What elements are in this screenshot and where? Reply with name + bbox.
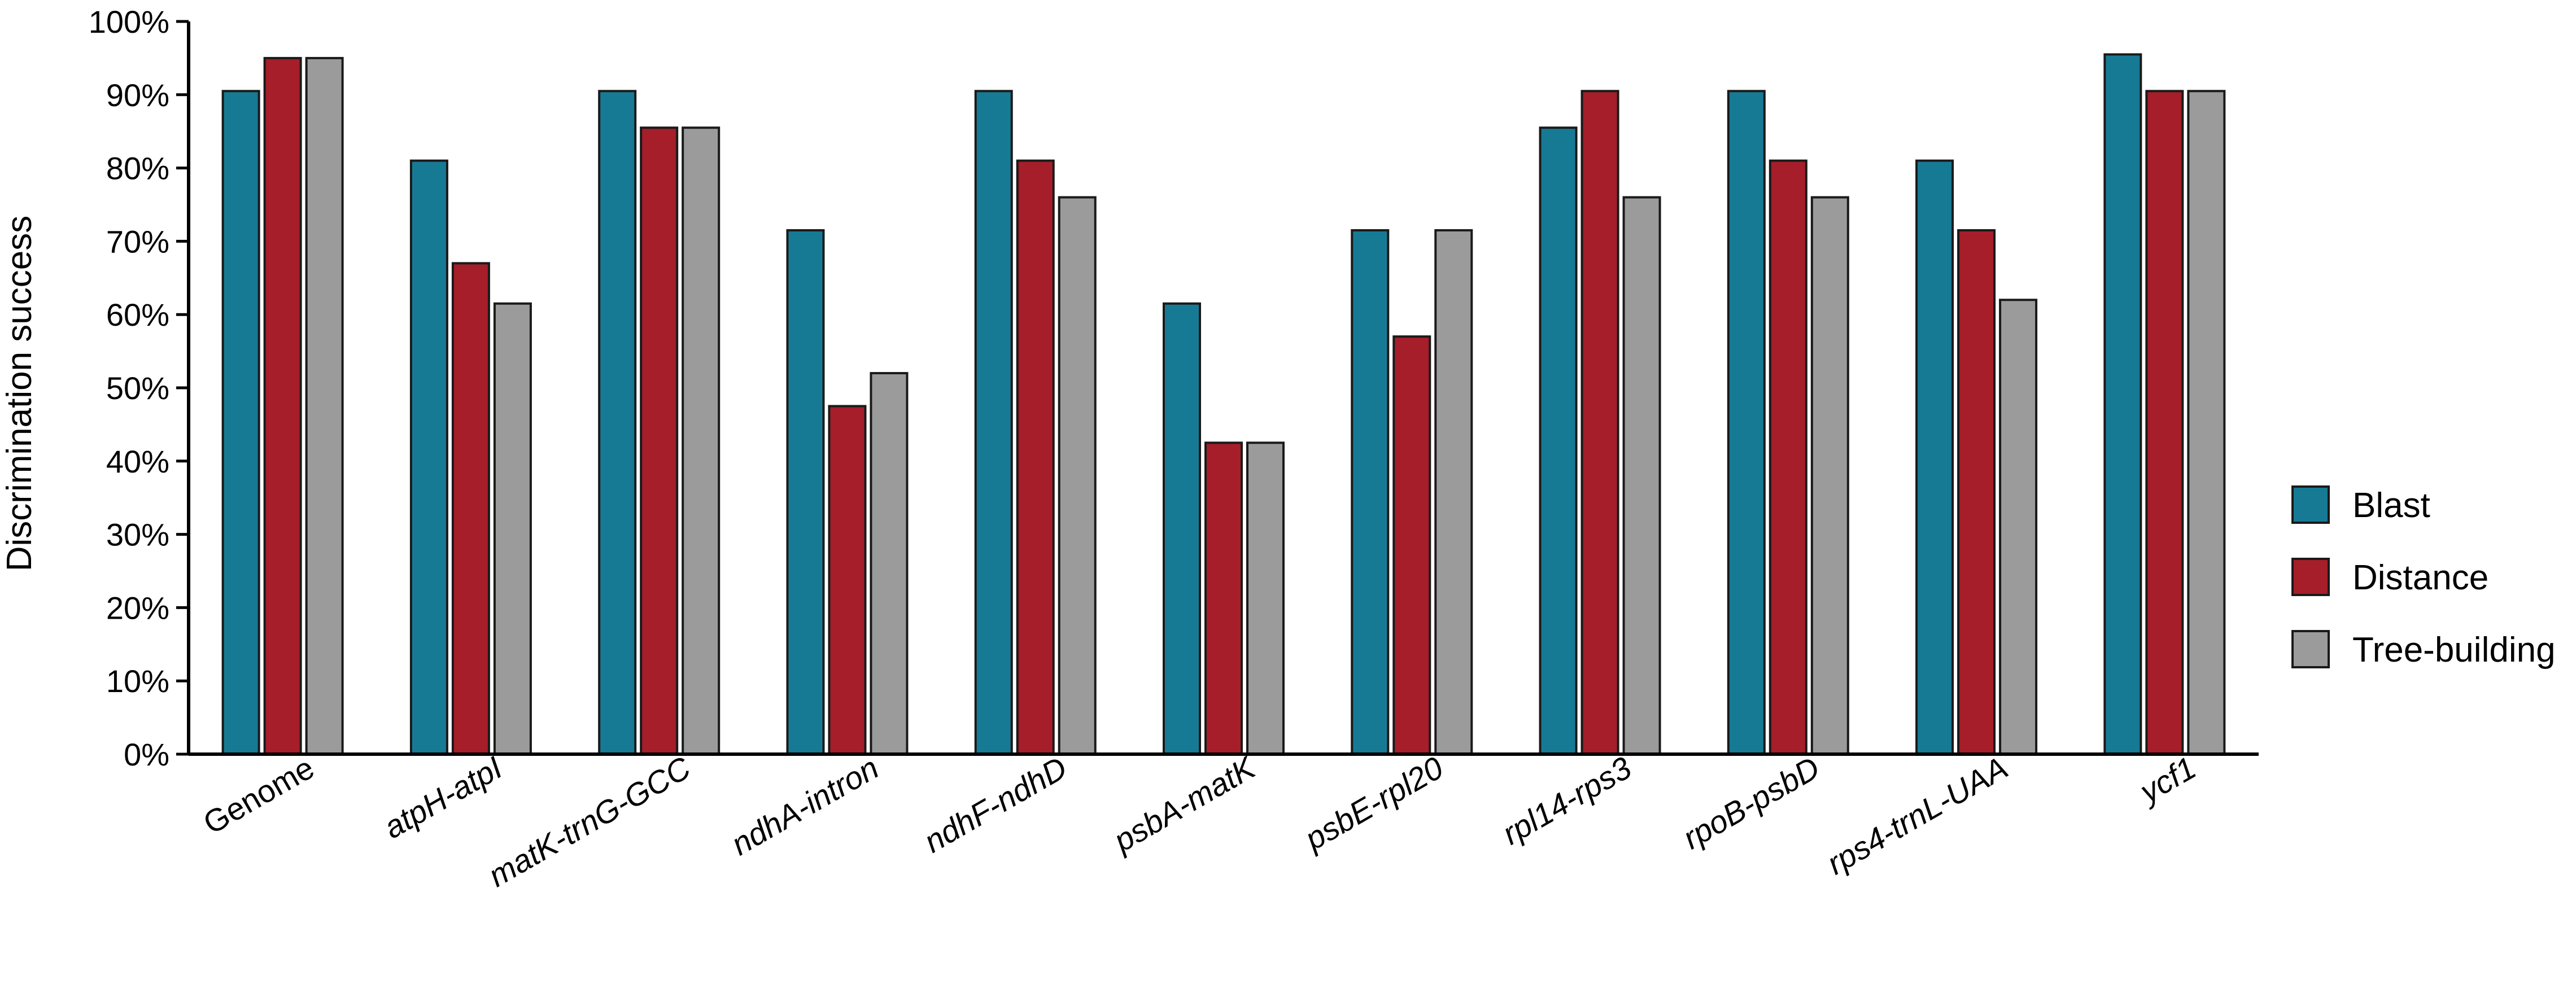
x-category-label: psbA-matK	[1107, 749, 1262, 859]
bar-distance-ycf1	[2145, 90, 2184, 755]
bar-distance-ndha-intron	[828, 405, 867, 755]
bar-blast-ndhf-ndhd	[974, 90, 1013, 755]
bar-tree-building-psbe-rpl20	[1434, 229, 1473, 755]
bars	[221, 53, 2226, 756]
bar-tree-building-ndhf-ndhd	[1058, 196, 1097, 755]
bar-blast-ycf1	[2103, 53, 2142, 755]
bar-blast-rpob-psbd	[1727, 90, 1766, 755]
bar-distance-rpob-psbd	[1769, 159, 1807, 755]
y-tick-label: 10%	[106, 663, 169, 699]
legend-label: Distance	[2352, 558, 2488, 597]
bar-distance-matk-trng-gcc	[640, 126, 679, 756]
x-category-label: ndhA-intron	[725, 750, 884, 862]
bar-tree-building-atph-atpi	[493, 302, 532, 755]
y-tick-label: 80%	[106, 151, 169, 186]
y-tick-label: 0%	[124, 737, 169, 772]
y-tick-label: 90%	[106, 77, 169, 113]
x-category-label: rpoB-psbD	[1677, 750, 1826, 856]
x-category-label: rpl14-rps3	[1496, 750, 1638, 852]
bar-blast-psbe-rpl20	[1351, 229, 1390, 755]
legend-swatch-distance	[2291, 558, 2330, 596]
bar-blast-ndha-intron	[786, 229, 825, 755]
bar-blast-matk-trng-gcc	[598, 90, 637, 755]
legend: Blast Distance Tree-building	[2291, 485, 2556, 669]
bar-tree-building-rps4-trnl-uaa	[1999, 299, 2038, 755]
bar-blast-rps4-trnl-uaa	[1915, 159, 1954, 755]
y-tick-label: 40%	[106, 444, 169, 479]
x-category-label: ycf1	[2132, 750, 2202, 811]
x-category-label: Genome	[197, 750, 320, 841]
x-category-label: atpH-atpI	[378, 750, 508, 846]
x-category-label: rps4-trnL-UAA	[1821, 750, 2014, 881]
bar-blast-psba-matk	[1163, 302, 1201, 755]
legend-swatch-blast	[2291, 485, 2330, 524]
bar-tree-building-psba-matk	[1246, 441, 1285, 755]
bar-tree-building-rpl14-rps3	[1622, 196, 1661, 755]
bar-distance-psbe-rpl20	[1392, 335, 1431, 755]
legend-label: Blast	[2352, 486, 2430, 525]
bar-blast-genome	[221, 90, 260, 755]
bar-tree-building-rpob-psbd	[1810, 196, 1849, 755]
bar-distance-rpl14-rps3	[1580, 90, 1619, 755]
y-axis-title: Discrimination success	[0, 216, 39, 572]
bar-tree-building-genome	[305, 56, 344, 755]
bar-distance-psba-matk	[1204, 441, 1243, 755]
legend-label: Tree-building	[2352, 631, 2556, 669]
y-tick-label: 70%	[106, 224, 169, 259]
bar-distance-atph-atpi	[451, 262, 490, 755]
bar-tree-building-ndha-intron	[870, 372, 909, 755]
y-axis-ticks: 0% 10% 20% 30% 40% 50% 60% 70% 80% 90% 100%	[89, 4, 189, 772]
bar-distance-rps4-trnl-uaa	[1957, 229, 1996, 755]
y-tick-label: 30%	[106, 517, 169, 553]
x-category-label: psbE-rpl20	[1298, 750, 1449, 857]
x-category-label: matK-trnG-GCC	[482, 750, 697, 894]
bar-blast-rpl14-rps3	[1539, 126, 1578, 756]
y-tick-label: 50%	[106, 370, 169, 406]
bar-distance-genome	[263, 56, 302, 755]
axes	[187, 21, 2259, 756]
x-category-label: ndhF-ndhD	[918, 750, 1073, 860]
bar-distance-ndhf-ndhd	[1016, 159, 1055, 755]
y-tick-label: 60%	[106, 297, 169, 332]
y-tick-label: 100%	[89, 4, 169, 40]
bar-blast-atph-atpi	[409, 159, 448, 755]
bar-tree-building-ycf1	[2187, 90, 2226, 755]
y-tick-label: 20%	[106, 590, 169, 625]
legend-swatch-tree-building	[2291, 630, 2330, 668]
bar-tree-building-matk-trng-gcc	[682, 126, 721, 756]
